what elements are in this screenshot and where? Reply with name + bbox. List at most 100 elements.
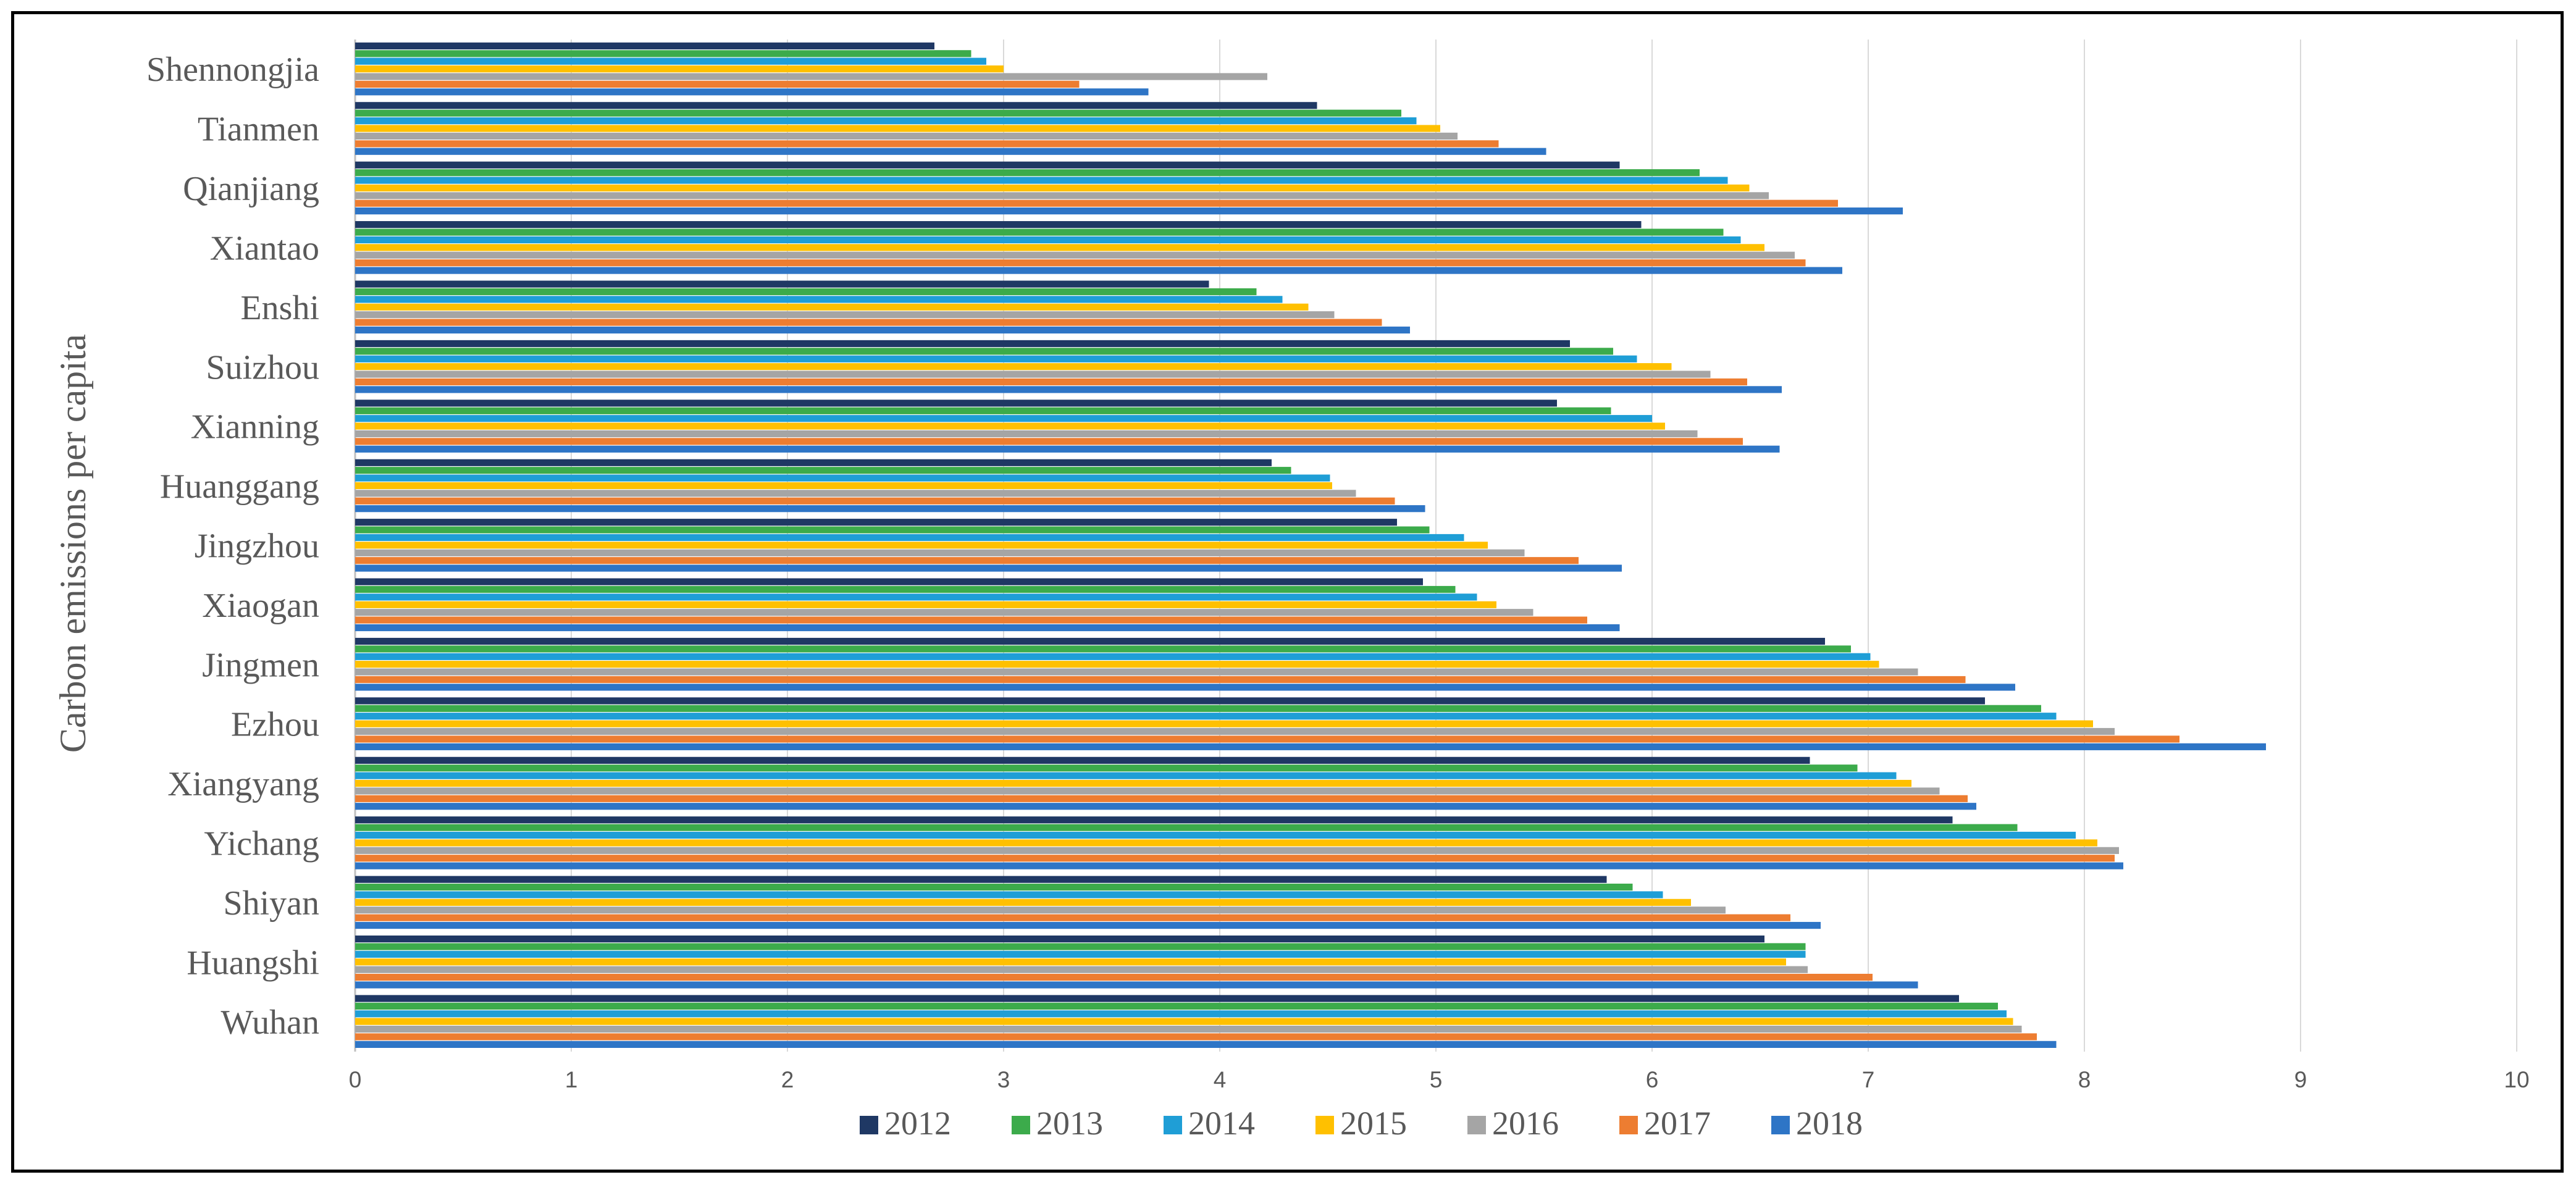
- category-label-jingmen: Jingmen: [202, 646, 319, 684]
- bar-xiaogan-2014: [355, 593, 1477, 601]
- bar-xiaogan-2015: [355, 601, 1496, 608]
- bar-wuhan-2015: [355, 1018, 2013, 1025]
- bar-suizhou-2018: [355, 386, 1782, 393]
- bar-jingzhou-2013: [355, 526, 1430, 534]
- bar-shiyan-2017: [355, 914, 1790, 921]
- x-tick-label: 2: [781, 1067, 794, 1092]
- bar-huangshi-2017: [355, 973, 1873, 981]
- bar-xianning-2018: [355, 445, 1780, 453]
- legend-swatch-2017: [1619, 1116, 1638, 1134]
- bar-xianning-2013: [355, 407, 1611, 414]
- bar-shennongjia-2015: [355, 65, 1004, 73]
- bar-xianning-2017: [355, 438, 1743, 445]
- bar-shennongjia-2018: [355, 88, 1149, 96]
- bar-tianmen-2016: [355, 132, 1458, 140]
- bar-huangshi-2013: [355, 943, 1806, 950]
- bar-xiantao-2013: [355, 228, 1724, 236]
- bar-huanggang-2013: [355, 467, 1291, 474]
- bar-xiaogan-2016: [355, 609, 1533, 616]
- bar-qianjiang-2016: [355, 192, 1769, 199]
- legend-swatch-2014: [1164, 1116, 1182, 1134]
- legend-label-2017: 2017: [1644, 1105, 1711, 1142]
- bar-shiyan-2015: [355, 898, 1691, 906]
- category-label-xianning: Xianning: [191, 408, 319, 446]
- bar-xiangyang-2015: [355, 779, 1911, 787]
- bars: [355, 42, 2266, 1048]
- bar-huangshi-2015: [355, 958, 1786, 966]
- bar-yichang-2014: [355, 831, 2076, 839]
- bar-huanggang-2015: [355, 482, 1332, 490]
- bar-suizhou-2013: [355, 348, 1613, 355]
- category-label-shennongjia: Shennongjia: [146, 51, 319, 89]
- bar-jingmen-2013: [355, 645, 1851, 653]
- bar-xiangyang-2012: [355, 756, 1810, 764]
- bar-xianning-2012: [355, 400, 1557, 407]
- bar-qianjiang-2018: [355, 207, 1903, 215]
- bar-xiantao-2012: [355, 221, 1642, 228]
- bar-ezhou-2015: [355, 720, 2093, 727]
- bar-tianmen-2018: [355, 148, 1546, 155]
- bar-tianmen-2014: [355, 117, 1417, 125]
- bar-huanggang-2018: [355, 505, 1425, 513]
- bar-jingmen-2012: [355, 637, 1825, 645]
- bar-wuhan-2013: [355, 1002, 1998, 1010]
- category-label-jingzhou: Jingzhou: [195, 527, 319, 566]
- x-tick-label: 4: [1214, 1067, 1227, 1092]
- bar-xianning-2016: [355, 430, 1698, 438]
- bar-huangshi-2014: [355, 950, 1806, 958]
- bar-yichang-2013: [355, 824, 2018, 831]
- x-tick-label: 7: [1862, 1067, 1875, 1092]
- legend-swatch-2016: [1467, 1116, 1486, 1134]
- bar-wuhan-2012: [355, 995, 1959, 1002]
- category-labels: Shennongjia Tianmen Qianjiang Xiantao Enshi S…: [146, 51, 319, 1042]
- bar-ezhou-2014: [355, 713, 2057, 720]
- category-label-shiyan: Shiyan: [223, 884, 319, 923]
- bar-huangshi-2012: [355, 935, 1764, 943]
- bar-enshi-2018: [355, 326, 1410, 334]
- x-tick-label: 3: [997, 1067, 1010, 1092]
- category-label-qianjiang: Qianjiang: [183, 170, 319, 208]
- bar-xiantao-2014: [355, 236, 1741, 244]
- legend-swatch-2013: [1012, 1116, 1030, 1134]
- bar-ezhou-2012: [355, 697, 1985, 705]
- bar-suizhou-2012: [355, 340, 1570, 348]
- bar-shiyan-2014: [355, 891, 1663, 898]
- x-tick-label: 8: [2078, 1067, 2091, 1092]
- y-axis-title: Carbon emissions per capita: [52, 334, 93, 753]
- bar-qianjiang-2013: [355, 169, 1700, 177]
- bar-huanggang-2017: [355, 497, 1395, 505]
- bar-shiyan-2013: [355, 883, 1633, 891]
- bar-tianmen-2012: [355, 102, 1317, 109]
- bar-jingzhou-2016: [355, 549, 1525, 556]
- bar-ezhou-2013: [355, 705, 2041, 712]
- bar-tianmen-2015: [355, 125, 1440, 132]
- category-label-xiantao: Xiantao: [210, 229, 319, 267]
- bar-qianjiang-2015: [355, 184, 1750, 192]
- category-label-xiangyang: Xiangyang: [167, 765, 319, 803]
- x-tick-label: 10: [2504, 1067, 2529, 1092]
- bar-enshi-2014: [355, 296, 1283, 303]
- bar-xiangyang-2016: [355, 787, 1940, 795]
- bar-xiangyang-2017: [355, 795, 1968, 802]
- bar-yichang-2018: [355, 862, 2123, 869]
- legend-label-2014: 2014: [1188, 1105, 1255, 1142]
- bar-shennongjia-2017: [355, 80, 1080, 88]
- category-label-huanggang: Huanggang: [160, 467, 319, 506]
- bar-jingmen-2017: [355, 676, 1966, 684]
- bar-yichang-2016: [355, 847, 2119, 854]
- bar-shiyan-2012: [355, 876, 1607, 883]
- bar-suizhou-2014: [355, 355, 1637, 362]
- bar-xiaogan-2017: [355, 616, 1587, 624]
- category-label-tianmen: Tianmen: [198, 111, 319, 149]
- bar-xianning-2015: [355, 422, 1665, 430]
- category-label-ezhou: Ezhou: [231, 706, 319, 744]
- bar-tianmen-2017: [355, 140, 1499, 148]
- category-label-wuhan: Wuhan: [221, 1003, 319, 1042]
- bar-jingzhou-2018: [355, 564, 1622, 572]
- category-label-enshi: Enshi: [240, 289, 319, 327]
- bar-jingmen-2015: [355, 661, 1879, 668]
- bar-enshi-2017: [355, 319, 1382, 326]
- bar-shennongjia-2013: [355, 50, 971, 57]
- bar-suizhou-2016: [355, 371, 1711, 378]
- bar-ezhou-2018: [355, 743, 2266, 750]
